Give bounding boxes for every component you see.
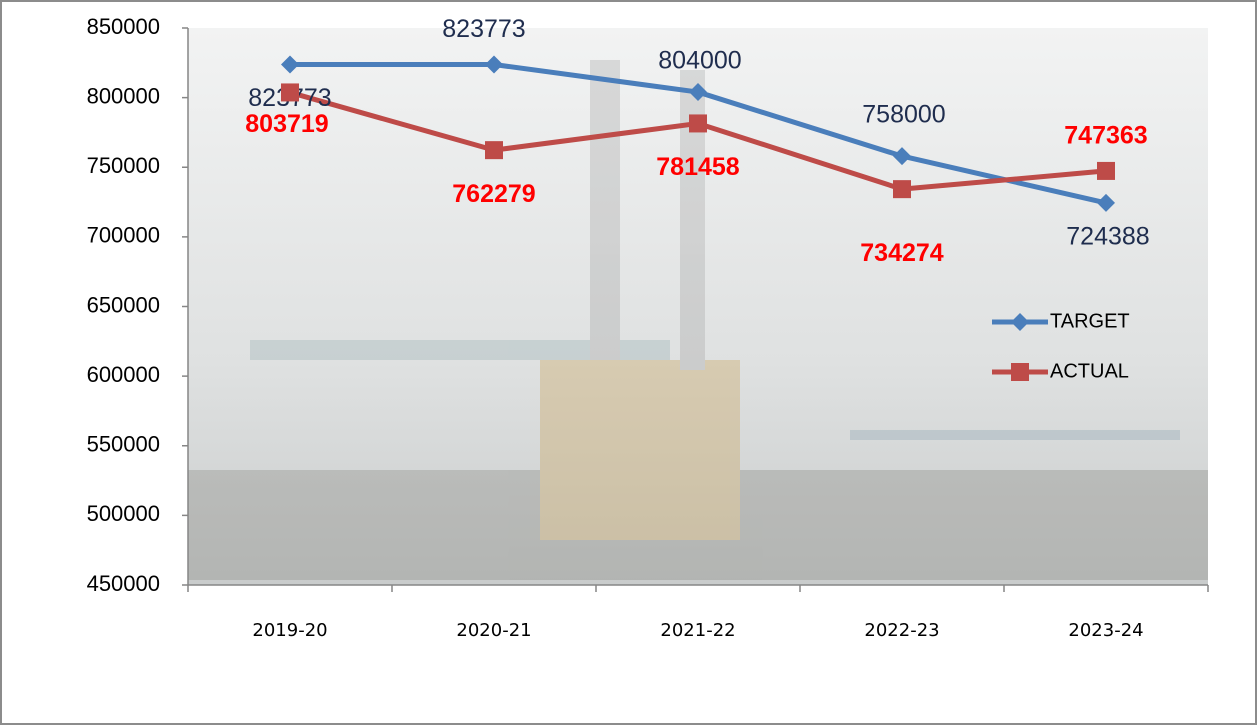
- marker: [1097, 193, 1115, 212]
- x-tick-label: 2019-20: [252, 620, 327, 641]
- data-label: 781458: [656, 153, 740, 181]
- marker: [485, 141, 503, 160]
- y-tick-label: 450000: [87, 571, 160, 596]
- data-label: 724388: [1066, 223, 1149, 251]
- marker: [281, 55, 299, 74]
- data-label: 762279: [452, 180, 535, 208]
- marker: [689, 83, 707, 102]
- y-tick-label: 600000: [87, 362, 160, 387]
- x-tick-label: 2023-24: [1068, 620, 1143, 641]
- marker: [893, 147, 911, 166]
- data-label: 747363: [1064, 122, 1147, 150]
- x-tick-label: 2020-21: [456, 620, 531, 641]
- marker: [893, 180, 911, 199]
- legend-marker: [1011, 363, 1029, 381]
- y-tick-label: 650000: [87, 292, 160, 317]
- legend-label: ACTUAL: [1050, 360, 1129, 382]
- legend-marker: [1011, 313, 1029, 331]
- marker: [281, 83, 299, 102]
- x-tick-label: 2021-22: [660, 620, 735, 641]
- y-tick-label: 700000: [87, 223, 160, 248]
- plot: 450000 500000 550000 600000 650000 700000 7500…: [87, 14, 1209, 641]
- legend-label: TARGET: [1050, 310, 1130, 332]
- marker: [689, 114, 707, 133]
- data-label: 804000: [658, 47, 741, 75]
- data-label: 734274: [860, 239, 944, 267]
- y-tick-label: 500000: [87, 501, 160, 526]
- data-label: 758000: [862, 101, 945, 129]
- y-tick-label: 800000: [87, 83, 160, 108]
- x-tick-label: 2022-23: [864, 620, 939, 641]
- background-shapes: [188, 60, 1208, 580]
- y-tick-label: 550000: [87, 432, 160, 457]
- data-label: 823773: [442, 15, 525, 43]
- data-label: 803719: [245, 110, 328, 138]
- marker: [1097, 161, 1115, 180]
- marker: [485, 55, 503, 74]
- y-tick-label: 850000: [87, 14, 160, 39]
- y-tick-label: 750000: [87, 153, 160, 178]
